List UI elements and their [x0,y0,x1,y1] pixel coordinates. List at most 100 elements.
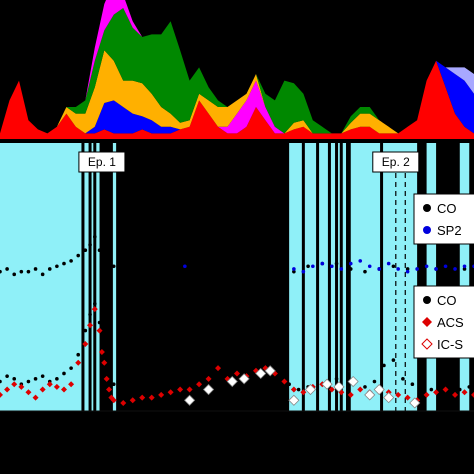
data-point-group [0,235,474,409]
point-sp2-1-8 [358,259,363,263]
point-acs-3-22 [120,399,127,406]
point-ic-s-13 [383,392,395,404]
point-sp2-1-11 [386,261,391,266]
point-ic-s-8 [321,378,333,390]
point-co-2-0 [0,379,2,384]
x-axis-area [0,410,474,474]
point-acs-3-59 [471,391,474,398]
point-sp2-1-14 [415,267,419,271]
point-ic-s-11 [364,389,376,401]
point-sp2-1-6 [339,267,344,271]
point-sp2-1-19 [462,264,467,269]
point-co-2-38 [372,379,377,384]
point-co-0-7 [47,267,52,271]
point-sp2-1-2 [301,269,306,274]
point-co-0-35 [334,261,339,266]
point-ic-s-4 [255,367,267,380]
point-ic-s-6 [288,394,300,406]
point-sp2-1-10 [377,267,382,271]
point-co-2-1 [5,374,9,378]
point-acs-3-18 [103,375,110,382]
point-co-2-42 [410,382,415,387]
legend-group: CO SP2 CO ACS IC-S [413,193,474,359]
point-co-0-10 [69,259,73,263]
point-sp2-1-18 [453,267,457,271]
top-panel-stacked-area [0,0,474,141]
point-sp2-1-16 [434,267,438,271]
point-co-0-43 [448,267,453,271]
point-acs-3-7 [46,381,53,388]
point-sp2-1-15 [424,264,429,269]
legend-label-2-1: ACS [437,315,464,330]
shaded-interval-5 [459,143,470,411]
point-co-0-27 [263,269,268,274]
point-acs-3-55 [433,389,440,396]
point-acs-3-14 [91,306,98,313]
point-co-2-21 [154,390,159,395]
point-co-2-20 [140,390,144,395]
point-co-0-26 [249,272,254,277]
point-acs-3-40 [290,386,297,393]
point-co-0-20 [168,269,173,274]
point-acs-3-12 [82,341,89,347]
point-co-2-46 [448,390,453,395]
point-co-0-32 [292,269,296,274]
point-acs-3-39 [281,378,288,385]
point-sp2-1-4 [320,261,325,266]
point-acs-3-15 [96,327,103,334]
point-ic-s-1 [202,383,215,396]
point-co-2-43 [420,390,424,395]
point-sp2-1-7 [348,261,353,266]
point-acs-3-51 [395,391,402,398]
point-acs-3-57 [452,391,459,398]
point-co-2-15 [97,320,102,325]
point-ic-s-5 [264,365,276,377]
point-acs-3-32 [215,365,222,372]
legend-label-1-0: CO [437,201,457,216]
x-axis-background [0,411,474,474]
point-acs-3-2 [11,381,18,388]
point-acs-3-30 [196,381,203,388]
point-ic-s-14 [409,397,421,409]
point-co-2-24 [211,382,216,387]
point-co-2-32 [296,387,301,392]
vertical-line-group [81,143,406,411]
shaded-interval-4 [426,143,437,411]
point-co-0-4 [26,269,31,274]
point-co-2-18 [111,382,116,387]
point-co-0-29 [273,256,277,261]
point-co-0-41 [420,267,424,271]
point-co-0-18 [140,261,144,266]
point-ic-s-7 [304,383,317,396]
point-co-2-8 [55,377,59,381]
point-co-0-3 [19,269,24,274]
point-acs-3-9 [60,386,67,393]
point-acs-3-34 [234,370,240,377]
point-co-2-44 [429,387,434,392]
bottom-panel-scatter: Ep. 1 Ep. 2 CO SP2 CO ACS IC-S [0,143,474,411]
point-co-0-25 [235,272,239,277]
point-co-0-33 [306,264,310,269]
point-co-2-48 [467,385,472,389]
point-acs-3-21 [110,397,117,404]
point-co-0-24 [216,269,220,274]
point-acs-3-27 [167,389,174,396]
point-co-2-17 [107,366,111,370]
point-acs-3-16 [98,349,105,356]
shaded-interval-3 [350,143,418,411]
point-co-0-31 [282,264,287,269]
point-ic-s-3 [238,373,250,385]
point-acs-3-6 [39,386,46,393]
point-sp2-1-12 [396,267,400,271]
area-series-1 [0,60,474,134]
legend-label-2-2: IC-S [437,337,463,352]
episode-box-1 [78,151,126,173]
area-series-4 [0,8,474,134]
point-acs-3-5 [32,394,39,401]
legend-label-2-0: CO [437,293,457,308]
point-co-0-1 [5,267,9,271]
point-co-0-44 [462,267,467,271]
point-sp2-1-3 [311,264,315,269]
point-acs-3-4 [25,389,32,396]
point-acs-3-44 [328,386,335,393]
